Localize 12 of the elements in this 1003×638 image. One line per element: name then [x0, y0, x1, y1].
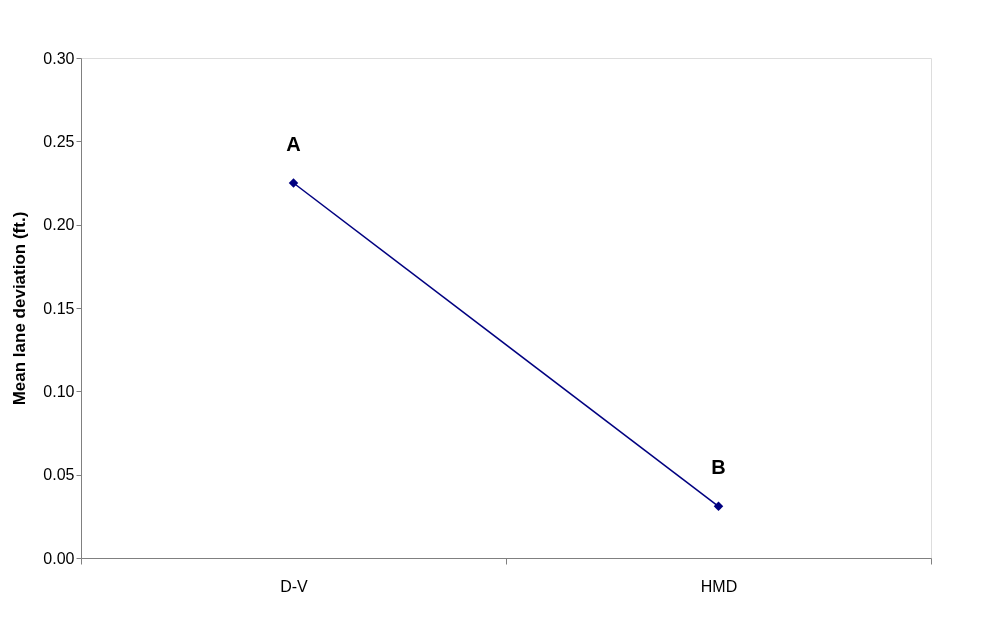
y-tick-label: 0.20 [43, 216, 75, 234]
y-tick-label: 0.15 [43, 299, 75, 317]
annotation: A [286, 133, 301, 155]
y-axis-title: Mean lane deviation (ft.) [10, 211, 30, 406]
y-tick-label: 0.10 [43, 382, 75, 400]
y-tick-label: 0.05 [43, 466, 75, 484]
annotation: B [711, 456, 726, 479]
x-tick-label: HMD [700, 577, 738, 595]
x-tick-label: D-V [280, 577, 309, 595]
y-tick-label: 0.00 [43, 549, 75, 567]
y-tick-label: 0.25 [43, 132, 75, 150]
y-tick-label: 0.30 [43, 49, 75, 67]
